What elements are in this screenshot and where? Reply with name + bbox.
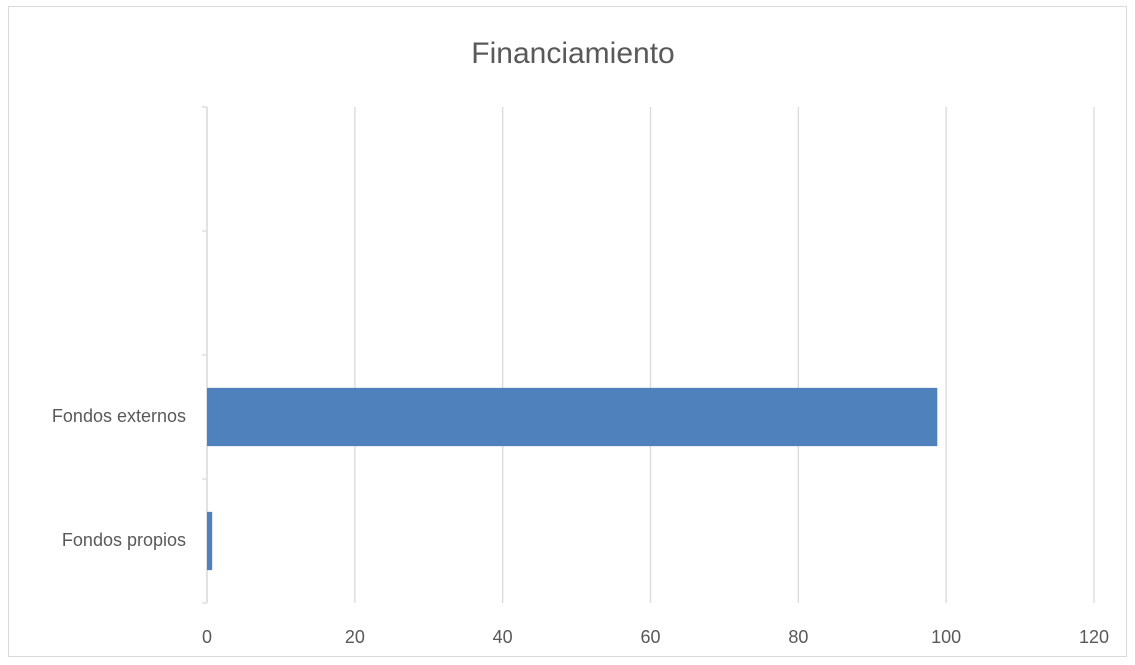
x-tick-label: 20 <box>345 627 365 647</box>
bar <box>207 511 213 571</box>
x-tick-label: 40 <box>493 627 513 647</box>
x-tick-label: 80 <box>788 627 808 647</box>
x-tick-label: 60 <box>640 627 660 647</box>
chart-border <box>8 6 1127 657</box>
x-tick-label: 0 <box>202 627 212 647</box>
y-tick-label: Fondos externos <box>52 406 186 426</box>
y-tick-label: Fondos propios <box>62 530 186 550</box>
x-tick-label: 100 <box>931 627 961 647</box>
chart-title: Financiamiento <box>471 37 674 70</box>
x-tick-label: 120 <box>1079 627 1109 647</box>
bar <box>207 387 938 447</box>
